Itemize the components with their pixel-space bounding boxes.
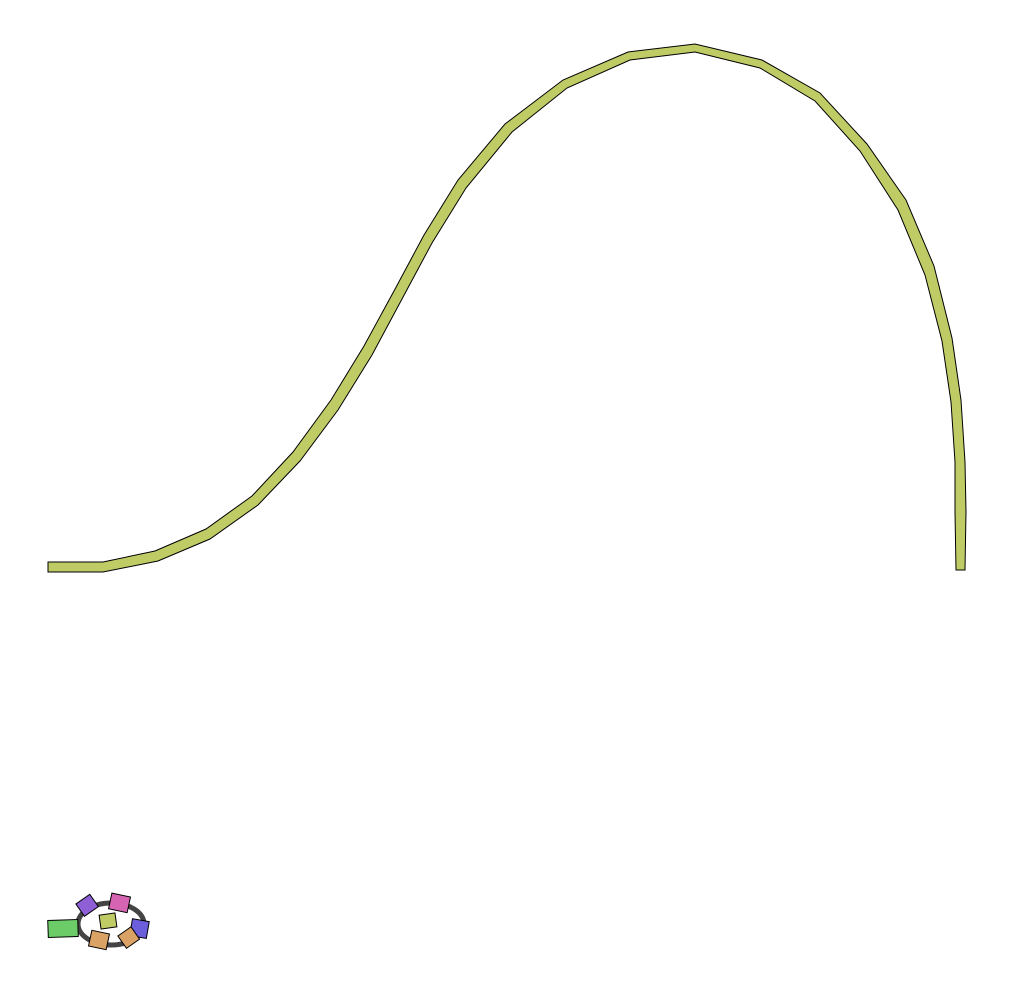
olive-block-center	[98, 912, 118, 930]
pink-block	[107, 892, 132, 914]
purple-block	[75, 893, 100, 918]
piece-cluster	[47, 892, 150, 951]
orange-block-left	[87, 929, 111, 951]
orange-block-right	[117, 926, 141, 950]
curved-track	[47, 43, 967, 573]
green-block	[47, 918, 79, 939]
